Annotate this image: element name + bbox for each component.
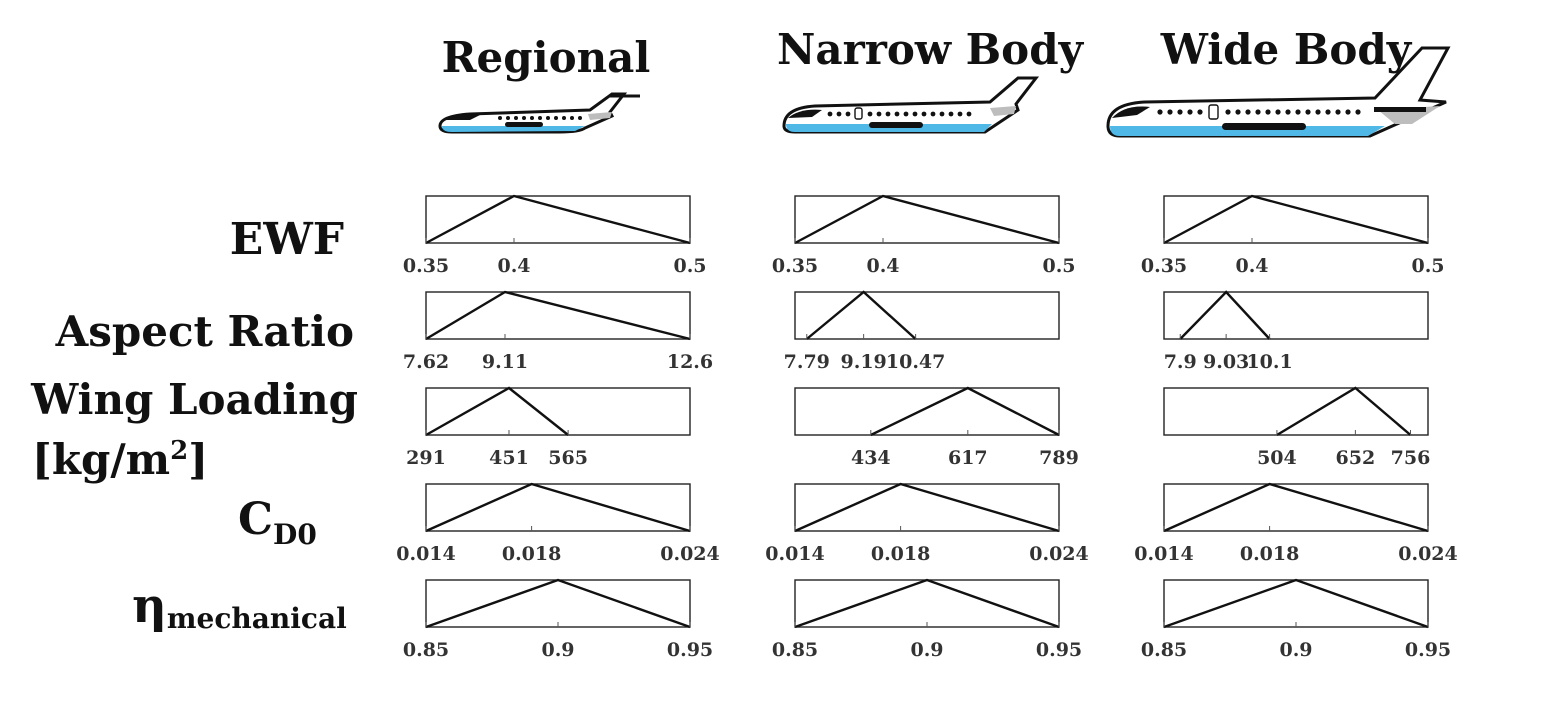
tick-label-aspect-ratio-wide-body-0: 7.9 [1164, 351, 1197, 373]
panel-frame-wing-loading-regional [425, 387, 691, 436]
tick-label-aspect-ratio-regional-0: 7.62 [403, 351, 449, 373]
tick-label-ewf-narrow-body-1: 0.4 [866, 255, 899, 277]
panel-frame-cd0-narrow-body [794, 483, 1060, 532]
narrow-body-jet-icon [782, 76, 1040, 134]
tick-label-eta-mechanical-wide-body-0: 0.85 [1141, 639, 1187, 661]
triangle-distribution-eta-mechanical-regional [425, 578, 691, 629]
tick-label-wing-loading-regional-1: 451 [489, 447, 529, 469]
triangle-distribution-aspect-ratio-wide-body [1179, 290, 1271, 340]
panel-frame-ewf-narrow-body [794, 195, 1060, 244]
regional-jet-icon [438, 92, 640, 134]
wing-loading-unit-superscript: 2 [170, 436, 188, 466]
triangle-distribution-eta-mechanical-narrow-body [794, 578, 1060, 629]
tick-label-cd0-narrow-body-0: 0.014 [765, 543, 825, 565]
tick-label-aspect-ratio-regional-1: 9.11 [482, 351, 528, 373]
column-title-wide-body: Wide Body [1160, 25, 1413, 74]
tick-label-wing-loading-narrow-body-2: 789 [1039, 447, 1079, 469]
tick-label-ewf-narrow-body-2: 0.5 [1042, 255, 1075, 277]
tick-label-aspect-ratio-narrow-body-0: 7.79 [784, 351, 830, 373]
tick-label-cd0-narrow-body-1: 0.018 [871, 543, 931, 565]
triangle-distribution-wing-loading-narrow-body [870, 386, 1060, 437]
wide-body-jet-icon [1106, 46, 1451, 138]
panel-frame-eta-mechanical-narrow-body [794, 579, 1060, 628]
tick-label-eta-mechanical-regional-1: 0.9 [541, 639, 574, 661]
tick-label-wing-loading-narrow-body-1: 617 [948, 447, 988, 469]
triangle-distribution-cd0-narrow-body [794, 482, 1060, 533]
tick-label-ewf-wide-body-0: 0.35 [1141, 255, 1187, 277]
wing-loading-unit-text: [kg/m [32, 435, 170, 484]
tick-label-wing-loading-regional-0: 291 [406, 447, 446, 469]
triangle-distribution-ewf-narrow-body [794, 194, 1060, 245]
tick-label-eta-mechanical-narrow-body-2: 0.95 [1036, 639, 1082, 661]
tick-label-aspect-ratio-narrow-body-1: 9.19 [840, 351, 886, 373]
tick-label-wing-loading-narrow-body-0: 434 [851, 447, 891, 469]
tick-label-eta-mechanical-narrow-body-0: 0.85 [772, 639, 818, 661]
row-label-eta-mechanical: ηmechanical [132, 578, 347, 635]
tick-label-wing-loading-wide-body-1: 652 [1336, 447, 1376, 469]
triangle-distribution-aspect-ratio-narrow-body [806, 290, 917, 340]
tick-label-ewf-wide-body-2: 0.5 [1411, 255, 1444, 277]
triangle-distribution-cd0-regional [425, 482, 691, 533]
tick-label-wing-loading-regional-2: 565 [548, 447, 588, 469]
row-label-wing-loading-unit: [kg/m2] [32, 435, 208, 484]
panel-frame-cd0-wide-body [1163, 483, 1429, 532]
distribution-panels: 0.35 0.4 0.5 0.35 0.4 0.5 0.35 0.4 0.5 7.62 9.11 12… [396, 194, 1458, 661]
triangle-distribution-wing-loading-wide-body [1276, 386, 1412, 437]
row-label-aspect-ratio: Aspect Ratio [55, 307, 354, 356]
wing-loading-unit-close: ] [188, 435, 208, 484]
tick-label-aspect-ratio-regional-2: 12.6 [667, 351, 713, 373]
panel-frame-aspect-ratio-regional [425, 291, 691, 340]
tick-label-cd0-regional-2: 0.024 [660, 543, 720, 565]
panel-frame-cd0-regional [425, 483, 691, 532]
triangle-distribution-ewf-wide-body [1163, 194, 1429, 245]
tick-label-cd0-wide-body-0: 0.014 [1134, 543, 1194, 565]
row-label-cd0: CD0 [238, 494, 317, 551]
column-title-regional: Regional [442, 33, 651, 82]
tick-label-cd0-regional-1: 0.018 [502, 543, 562, 565]
column-title-narrow-body: Narrow Body [777, 25, 1085, 74]
panel-frame-wing-loading-narrow-body [794, 387, 1060, 436]
triangle-distribution-aspect-ratio-regional [425, 290, 691, 341]
cd0-subscript: D0 [273, 518, 317, 551]
tick-label-ewf-regional-0: 0.35 [403, 255, 449, 277]
row-label-wing-loading: Wing Loading [30, 375, 358, 424]
tick-label-eta-mechanical-narrow-body-1: 0.9 [910, 639, 943, 661]
panel-frame-eta-mechanical-wide-body [1163, 579, 1429, 628]
panel-frame-aspect-ratio-narrow-body [794, 291, 1060, 340]
tick-label-eta-mechanical-regional-0: 0.85 [403, 639, 449, 661]
tick-label-eta-mechanical-wide-body-1: 0.9 [1279, 639, 1312, 661]
eta-subscript: mechanical [167, 602, 347, 635]
tick-label-cd0-wide-body-2: 0.024 [1398, 543, 1458, 565]
tick-label-ewf-wide-body-1: 0.4 [1235, 255, 1268, 277]
triangle-distribution-ewf-regional [425, 194, 691, 245]
tick-label-ewf-narrow-body-0: 0.35 [772, 255, 818, 277]
triangle-distribution-eta-mechanical-wide-body [1163, 578, 1429, 629]
triangle-distribution-wing-loading-regional [425, 386, 569, 437]
tick-label-aspect-ratio-wide-body-1: 9.03 [1203, 351, 1249, 373]
tick-label-eta-mechanical-regional-2: 0.95 [667, 639, 713, 661]
tick-label-wing-loading-wide-body-2: 756 [1391, 447, 1431, 469]
tick-label-cd0-narrow-body-2: 0.024 [1029, 543, 1089, 565]
panel-frame-ewf-regional [425, 195, 691, 244]
panel-frame-wing-loading-wide-body [1163, 387, 1429, 436]
tick-label-ewf-regional-1: 0.4 [497, 255, 530, 277]
triangle-distribution-cd0-wide-body [1163, 482, 1429, 533]
tick-label-cd0-wide-body-1: 0.018 [1240, 543, 1300, 565]
panel-frame-aspect-ratio-wide-body [1163, 291, 1429, 340]
tick-label-aspect-ratio-narrow-body-2: 10.47 [886, 351, 946, 373]
panel-frame-eta-mechanical-regional [425, 579, 691, 628]
tick-label-ewf-regional-2: 0.5 [673, 255, 706, 277]
eta-main: η [132, 578, 167, 634]
panel-frame-ewf-wide-body [1163, 195, 1429, 244]
tick-label-eta-mechanical-wide-body-2: 0.95 [1405, 639, 1451, 661]
cd0-main: C [238, 494, 273, 545]
tick-label-wing-loading-wide-body-0: 504 [1257, 447, 1297, 469]
tick-label-cd0-regional-0: 0.014 [396, 543, 456, 565]
tick-label-aspect-ratio-wide-body-2: 10.1 [1246, 351, 1292, 373]
row-label-ewf: EWF [230, 214, 344, 265]
